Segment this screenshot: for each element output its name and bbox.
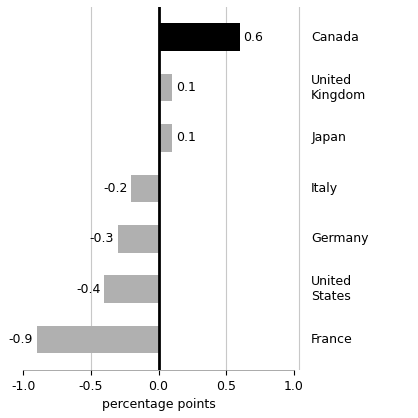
Text: France: France: [311, 333, 353, 346]
Bar: [104, 275, 158, 303]
Text: -0.3: -0.3: [89, 232, 114, 245]
Text: Italy: Italy: [311, 182, 338, 195]
Text: 0.1: 0.1: [176, 132, 196, 145]
Text: Japan: Japan: [311, 132, 346, 145]
X-axis label: percentage points: percentage points: [102, 398, 215, 411]
Bar: [132, 174, 158, 202]
Bar: [118, 225, 158, 252]
Bar: [158, 74, 172, 102]
Text: 0.1: 0.1: [176, 81, 196, 94]
Bar: [158, 23, 240, 51]
Text: United
States: United States: [311, 275, 352, 303]
Bar: [37, 326, 158, 353]
Text: -0.2: -0.2: [103, 182, 127, 195]
Text: Canada: Canada: [311, 31, 359, 43]
Text: Germany: Germany: [311, 232, 369, 245]
Text: -0.9: -0.9: [8, 333, 33, 346]
Text: United
Kingdom: United Kingdom: [311, 74, 367, 102]
Text: -0.4: -0.4: [76, 283, 100, 296]
Bar: [158, 124, 172, 152]
Text: 0.6: 0.6: [244, 31, 263, 43]
